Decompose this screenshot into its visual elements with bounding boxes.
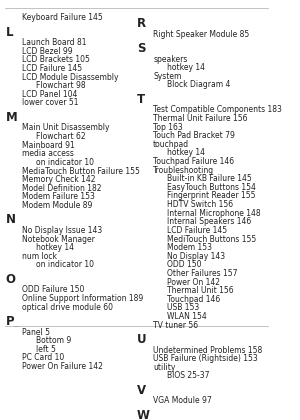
Text: LCD Bezel 99: LCD Bezel 99 <box>22 47 73 56</box>
Text: optical drive module 60: optical drive module 60 <box>22 302 113 312</box>
Text: on indicator 10: on indicator 10 <box>35 158 94 167</box>
Text: LCD Panel 104: LCD Panel 104 <box>22 90 77 99</box>
Text: Panel 5: Panel 5 <box>22 328 50 336</box>
Text: Online Support Information 189: Online Support Information 189 <box>22 294 143 303</box>
Text: left 5: left 5 <box>35 345 56 354</box>
Text: Thermal Unit Failure 156: Thermal Unit Failure 156 <box>153 114 248 123</box>
Text: Touchpad Failure 146: Touchpad Failure 146 <box>153 157 234 166</box>
Text: MediTouch Buttons 155: MediTouch Buttons 155 <box>167 234 256 244</box>
Text: LCD Brackets 105: LCD Brackets 105 <box>22 55 90 64</box>
Text: Top 163: Top 163 <box>153 123 183 131</box>
Text: Test Compatible Components 183: Test Compatible Components 183 <box>153 105 282 114</box>
Text: WLAN 154: WLAN 154 <box>167 312 206 321</box>
Text: Troubleshooting: Troubleshooting <box>153 165 214 175</box>
Text: on indicator 10: on indicator 10 <box>35 260 94 269</box>
Text: num lock: num lock <box>22 252 57 261</box>
Text: W: W <box>137 409 150 420</box>
Text: hotkey 14: hotkey 14 <box>167 63 205 72</box>
Text: utility: utility <box>153 363 176 372</box>
Text: System: System <box>153 72 182 81</box>
Text: S: S <box>137 42 145 55</box>
Text: ODD Failure 150: ODD Failure 150 <box>22 285 84 294</box>
Text: Block Diagram 4: Block Diagram 4 <box>167 80 230 89</box>
Text: hotkey 14: hotkey 14 <box>167 148 205 158</box>
Text: U: U <box>137 333 146 346</box>
Text: O: O <box>5 273 16 286</box>
Text: Memory Check 142: Memory Check 142 <box>22 175 95 184</box>
Text: No Display Issue 143: No Display Issue 143 <box>22 226 102 235</box>
Text: Built-in KB Failure 145: Built-in KB Failure 145 <box>167 174 251 183</box>
Text: Power On Failure 142: Power On Failure 142 <box>22 362 103 371</box>
Text: LCD Module Disassembly: LCD Module Disassembly <box>22 73 118 81</box>
Text: Mainboard 91: Mainboard 91 <box>22 141 75 150</box>
Text: hotkey 14: hotkey 14 <box>35 243 74 252</box>
Text: TV tuner 56: TV tuner 56 <box>153 320 198 330</box>
Text: Internal Microphone 148: Internal Microphone 148 <box>167 209 260 218</box>
Text: Modem Failure 153: Modem Failure 153 <box>22 192 95 201</box>
Text: Flowchart 98: Flowchart 98 <box>35 81 85 90</box>
Text: ...: ... <box>14 322 20 328</box>
Text: Other Failures 157: Other Failures 157 <box>167 269 237 278</box>
Text: P: P <box>5 315 14 328</box>
Text: Flowchart 62: Flowchart 62 <box>35 132 85 141</box>
Text: USB Failure (Rightside) 153: USB Failure (Rightside) 153 <box>153 354 258 363</box>
Text: Fingerprint Reader 155: Fingerprint Reader 155 <box>167 192 255 200</box>
Text: HDTV Switch 156: HDTV Switch 156 <box>167 200 233 209</box>
Text: Thermal Unit 156: Thermal Unit 156 <box>167 286 233 295</box>
Text: MediaTouch Button Failure 155: MediaTouch Button Failure 155 <box>22 166 140 176</box>
Text: Main Unit Disassembly: Main Unit Disassembly <box>22 123 110 132</box>
Text: touchpad: touchpad <box>153 140 189 149</box>
Text: ODD 150: ODD 150 <box>167 260 201 269</box>
Text: EasyTouch Buttons 154: EasyTouch Buttons 154 <box>167 183 256 192</box>
Text: Modem Module 89: Modem Module 89 <box>22 201 92 210</box>
Text: L: L <box>5 26 13 39</box>
Text: M: M <box>5 111 17 124</box>
Text: Power On 142: Power On 142 <box>167 278 220 286</box>
Text: Launch Board 81: Launch Board 81 <box>22 38 86 47</box>
Text: Keyboard Failure 145: Keyboard Failure 145 <box>22 13 103 22</box>
Text: LCD Failure 145: LCD Failure 145 <box>22 64 82 73</box>
Text: PC Card 10: PC Card 10 <box>22 353 64 362</box>
Text: Touchpad 146: Touchpad 146 <box>167 295 220 304</box>
Text: Right Speaker Module 85: Right Speaker Module 85 <box>153 29 249 39</box>
Text: Touch Pad Bracket 79: Touch Pad Bracket 79 <box>153 131 235 140</box>
Text: lower cover 51: lower cover 51 <box>22 99 78 108</box>
Text: T: T <box>137 93 145 106</box>
Text: Internal Speakers 146: Internal Speakers 146 <box>167 217 251 226</box>
Text: Notebook Manager: Notebook Manager <box>22 234 95 244</box>
Text: Model Definition 182: Model Definition 182 <box>22 184 101 193</box>
Text: Modem 153: Modem 153 <box>167 243 212 252</box>
Text: USB 153: USB 153 <box>167 303 199 312</box>
Text: BIOS 25-37: BIOS 25-37 <box>167 371 209 381</box>
Text: V: V <box>137 384 146 397</box>
Text: speakers: speakers <box>153 55 188 63</box>
Text: R: R <box>137 17 146 30</box>
Text: No Display 143: No Display 143 <box>167 252 225 261</box>
Text: VGA Module 97: VGA Module 97 <box>153 396 212 405</box>
Text: media access: media access <box>22 149 74 158</box>
Text: LCD Failure 145: LCD Failure 145 <box>167 226 227 235</box>
Text: N: N <box>5 213 16 226</box>
Text: Bottom 9: Bottom 9 <box>35 336 71 345</box>
Text: Undetermined Problems 158: Undetermined Problems 158 <box>153 346 262 354</box>
